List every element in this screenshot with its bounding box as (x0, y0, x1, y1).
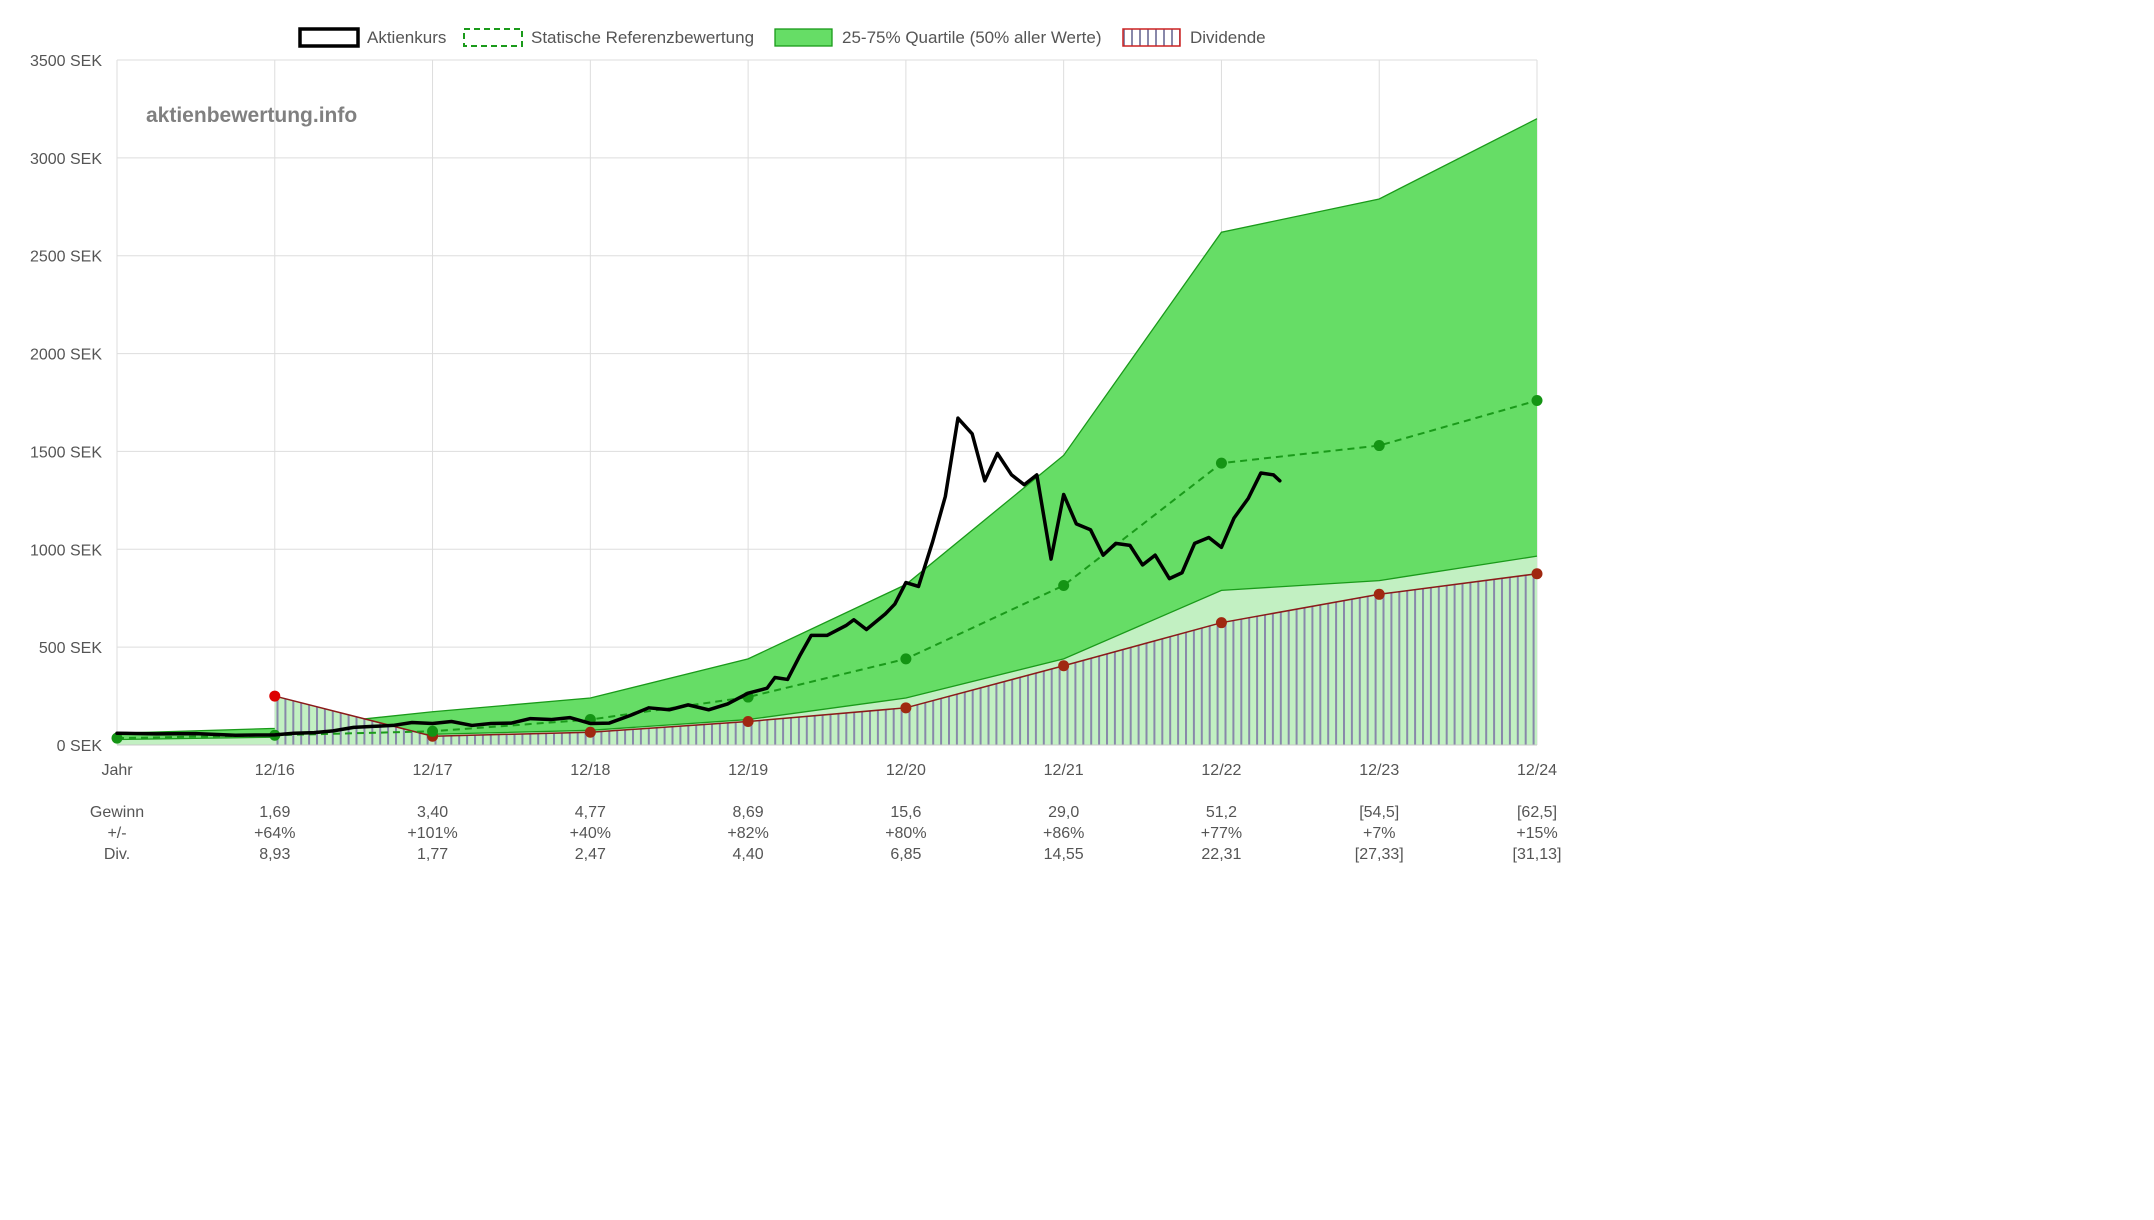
table-cell: 22,31 (1201, 846, 1241, 863)
legend-label-dividend: Dividende (1190, 28, 1266, 47)
table-cell: 15,6 (890, 804, 921, 821)
reference-point (1215, 457, 1227, 469)
x-tick-label: 12/19 (728, 762, 768, 779)
table-cell: +101% (407, 825, 457, 842)
x-tick-label: 12/17 (413, 762, 453, 779)
table-cell: 1,77 (417, 846, 448, 863)
dividend-point (1058, 660, 1070, 672)
table-cell: +15% (1516, 825, 1557, 842)
table-cell: 2,47 (575, 846, 606, 863)
y-tick-label: 2000 SEK (30, 347, 102, 364)
table-cell: +80% (885, 825, 926, 842)
table-cell: 3,40 (417, 804, 448, 821)
y-tick-label: 500 SEK (39, 640, 102, 657)
x-tick-label: Jahr (101, 762, 133, 779)
y-tick-label: 1500 SEK (30, 444, 102, 461)
price-line (115, 416, 1282, 737)
y-tick-label: 2500 SEK (30, 249, 102, 266)
x-tick-label: 12/20 (886, 762, 926, 779)
legend: Aktienkurs Statische Referenzbewertung 25-… (298, 27, 1266, 48)
stats-table: Gewinn +/- Div. 1,69 +64% 8,93 3,40 +101% 1,77 4,… (90, 804, 1562, 863)
table-cell: 8,93 (259, 846, 290, 863)
table-cell: +7% (1363, 825, 1395, 842)
dividend-point (742, 716, 754, 728)
dividend-hatch (274, 573, 1537, 745)
x-tick-label: 12/22 (1201, 762, 1241, 779)
y-tick-label: 1000 SEK (30, 542, 102, 559)
table-cell: 8,69 (733, 804, 764, 821)
table-cell: 1,69 (259, 804, 290, 821)
table-cell: 4,40 (733, 846, 764, 863)
price-path (115, 416, 1282, 737)
table-cell: +64% (254, 825, 295, 842)
x-tick-label: 12/21 (1044, 762, 1084, 779)
legend-item-quartile[interactable]: 25-75% Quartile (50% aller Werte) (774, 28, 1102, 47)
legend-swatch-quartile (774, 28, 833, 47)
y-tick-label: 0 SEK (57, 738, 103, 755)
table-cell: +40% (570, 825, 611, 842)
legend-item-reference[interactable]: Statische Referenzbewertung (463, 28, 754, 47)
legend-label-reference: Statische Referenzbewertung (531, 28, 754, 47)
table-cell: [54,5] (1359, 804, 1399, 821)
table-cell: 14,55 (1044, 846, 1084, 863)
reference-point (427, 725, 439, 737)
table-row-label: Gewinn (90, 804, 144, 821)
reference-point (1058, 579, 1070, 591)
table-cell: [62,5] (1517, 804, 1557, 821)
chart-canvas: 0 SEK 500 SEK 1000 SEK 1500 SEK 2000 SEK 2500… (30, 27, 1562, 863)
legend-swatch-reference (463, 28, 523, 47)
table-cell: [31,13] (1513, 846, 1562, 863)
x-tick-label: 12/16 (255, 762, 295, 779)
table-cell: +82% (727, 825, 768, 842)
dividend-point (900, 702, 912, 714)
y-tick-label: 3500 SEK (30, 53, 102, 70)
reference-point (1531, 395, 1543, 407)
table-cell: 4,77 (575, 804, 606, 821)
x-tick-label: 12/23 (1359, 762, 1399, 779)
stock-valuation-chart: 0 SEK 500 SEK 1000 SEK 1500 SEK 2000 SEK 2500… (30, 27, 1562, 863)
x-tick-label: 12/18 (570, 762, 610, 779)
table-row-label: +/- (107, 825, 126, 842)
table-row-label: Div. (104, 846, 130, 863)
reference-point (900, 653, 912, 665)
legend-swatch-price (298, 27, 360, 48)
table-cell: +86% (1043, 825, 1084, 842)
axes: 0 SEK 500 SEK 1000 SEK 1500 SEK 2000 SEK 2500… (30, 53, 1557, 779)
table-cell: 51,2 (1206, 804, 1237, 821)
dividend-point (1373, 588, 1385, 600)
reference-point (111, 732, 123, 744)
dividend-point (269, 690, 281, 702)
table-cell: +77% (1201, 825, 1242, 842)
legend-swatch-dividend (1122, 28, 1181, 47)
table-cell: 6,85 (890, 846, 921, 863)
legend-label-price: Aktienkurs (367, 28, 446, 47)
dividend-point (1215, 617, 1227, 629)
dividend-point (1531, 568, 1543, 580)
reference-point (1373, 440, 1385, 452)
table-cell: [27,33] (1355, 846, 1404, 863)
legend-label-quartile: 25-75% Quartile (50% aller Werte) (842, 28, 1102, 47)
watermark: aktienbewertung.info (146, 104, 357, 127)
legend-item-dividend[interactable]: Dividende (1122, 28, 1266, 47)
y-tick-label: 3000 SEK (30, 151, 102, 168)
table-cell: 29,0 (1048, 804, 1079, 821)
legend-item-price[interactable]: Aktienkurs (298, 27, 446, 48)
reference-path (116, 399, 1538, 740)
dividend-point (584, 726, 596, 738)
quartile-band (117, 118, 1537, 740)
x-tick-label: 12/24 (1517, 762, 1557, 779)
